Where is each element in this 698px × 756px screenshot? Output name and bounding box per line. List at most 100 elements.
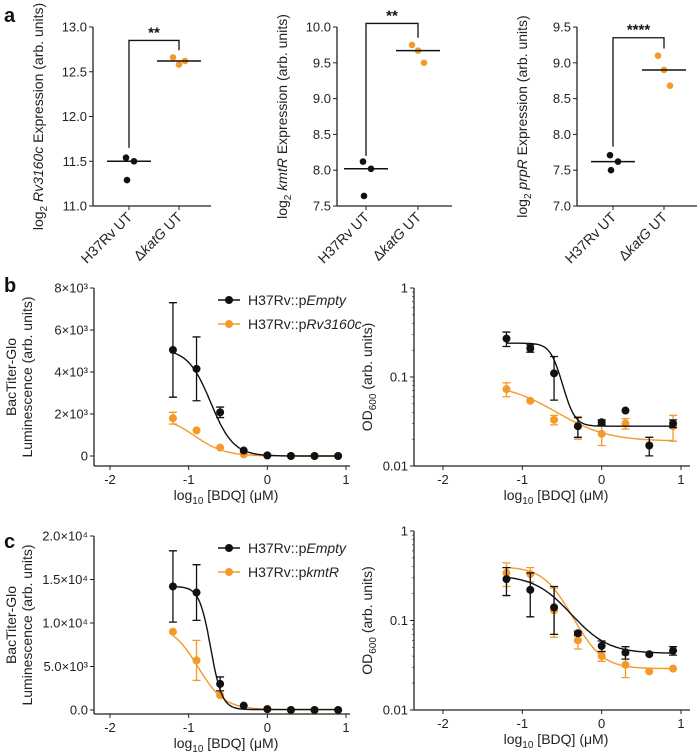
legend-name-italic: kmtR bbox=[306, 564, 339, 580]
x-tick-label: -2 bbox=[437, 716, 449, 731]
ylabel-prefix: log bbox=[30, 211, 46, 230]
x-axis-label: log10 [BDQ] (μM) bbox=[174, 487, 279, 507]
y-tick-label: 9.0 bbox=[553, 55, 571, 70]
x-tick-label: 0 bbox=[264, 472, 271, 487]
y-axis-label: log2 kmtR Expression (arb. units) bbox=[274, 14, 294, 219]
y-tick-label: 11.5 bbox=[63, 154, 87, 169]
category-label: ΔkatG UT bbox=[369, 208, 424, 263]
y-tick-label: 12.0 bbox=[62, 109, 87, 124]
data-point bbox=[550, 415, 559, 424]
x-tick-label: 0 bbox=[264, 720, 271, 735]
y-tick-label: 1 bbox=[401, 281, 408, 296]
category-label: ΔkatG UT bbox=[130, 208, 185, 263]
x-tick-label: -2 bbox=[437, 472, 449, 487]
data-point bbox=[597, 429, 606, 438]
data-point bbox=[239, 446, 248, 455]
y-tick-label: 2.0×10⁴ bbox=[42, 529, 88, 544]
y-axis-label-line1: BacTiter-Glo bbox=[3, 586, 19, 664]
ylabel-gene: Rv3160c bbox=[30, 147, 46, 206]
data-point bbox=[573, 422, 582, 431]
y-tick-label: 11.0 bbox=[63, 199, 87, 214]
x-axis-label: log10 [BDQ] (μM) bbox=[504, 731, 609, 751]
panel-label-c: c bbox=[4, 531, 15, 553]
chart-a3: 7.0 7.5 8.0 8.5 9.0 9.5 log2 prpR Expression (… bbox=[514, 15, 697, 266]
xlabel-post: [BDQ] (μM) bbox=[533, 487, 608, 503]
data-point bbox=[168, 345, 177, 354]
data-point bbox=[420, 59, 428, 67]
data-point bbox=[502, 385, 511, 394]
data-point bbox=[645, 441, 654, 450]
series-orange bbox=[502, 562, 678, 679]
series-black bbox=[502, 331, 678, 457]
data-point bbox=[621, 648, 630, 657]
y-tick-label: 0 bbox=[81, 449, 88, 464]
ylabel-suffix: Expression (arb. units) bbox=[274, 14, 290, 158]
error-bar bbox=[550, 355, 559, 401]
xlabel-sub: 10 bbox=[192, 744, 204, 755]
data-point bbox=[286, 452, 295, 460]
data-point bbox=[175, 61, 183, 68]
data-point bbox=[263, 451, 272, 460]
data-point bbox=[310, 452, 319, 460]
y-axis-label-line2: Luminescence (arb. units) bbox=[19, 296, 35, 457]
data-point bbox=[645, 650, 654, 659]
data-point bbox=[597, 418, 606, 427]
legend-name-plain: H37Rv::p bbox=[248, 540, 307, 556]
y-tick-label: 8.5 bbox=[553, 91, 571, 106]
category-text: H37Rv UT bbox=[78, 209, 136, 267]
x-tick-label: 1 bbox=[677, 472, 684, 487]
y-tick-label: 2×10³ bbox=[54, 407, 88, 422]
chart-c1: 0.0 5.0×10³ 1.0×10⁴ 1.5×10⁴ 2.0×10⁴ -2 -1 0 1 log… bbox=[3, 529, 350, 755]
data-point bbox=[192, 656, 201, 665]
x-tick-label: -1 bbox=[517, 472, 529, 487]
data-point bbox=[192, 588, 201, 597]
fit-curve bbox=[172, 635, 339, 711]
data-point bbox=[526, 344, 535, 353]
category-label: H37Rv UT bbox=[78, 209, 136, 267]
significance-label: **** bbox=[627, 22, 651, 39]
data-point bbox=[122, 154, 130, 161]
y-tick-label: 7.5 bbox=[553, 163, 571, 178]
category-label: H37Rv UT bbox=[562, 209, 620, 267]
significance-bracket bbox=[365, 22, 419, 156]
ylabel-gene: prpR bbox=[514, 159, 530, 193]
xlabel-post: [BDQ] (μM) bbox=[533, 731, 608, 747]
legend-label: H37Rv::pRv3160c bbox=[248, 316, 362, 332]
y-tick-label: 12.5 bbox=[62, 64, 87, 79]
y-tick-label: 0.01 bbox=[383, 703, 408, 718]
series-orange bbox=[502, 382, 678, 447]
category-label: H37Rv UT bbox=[315, 209, 373, 267]
ylabel-sub: 2 bbox=[283, 194, 294, 200]
y-axis-label-line1: BacTiter-Glo bbox=[3, 338, 19, 416]
category-text: H37Rv UT bbox=[562, 209, 620, 267]
legend-name-italic: Rv3160c bbox=[306, 316, 361, 332]
y-tick-label: 13.0 bbox=[62, 20, 87, 35]
x-tick-label: 0 bbox=[598, 716, 605, 731]
x-tick-label: -2 bbox=[104, 472, 116, 487]
x-axis-label: log10 [BDQ] (μM) bbox=[504, 487, 609, 507]
category-label: ΔkatG UT bbox=[615, 208, 670, 263]
data-point bbox=[168, 627, 177, 636]
data-point bbox=[310, 706, 319, 714]
x-tick-label: 1 bbox=[342, 720, 349, 735]
y-axis-label-line2: Luminescence (arb. units) bbox=[19, 544, 35, 705]
chart-c2: 0.01 0.1 1 -2 -1 0 1 log10 [BDQ] (μM) OD600 (arb… bbox=[359, 524, 690, 751]
xlabel-pre: log bbox=[504, 731, 523, 747]
significance-bracket bbox=[128, 39, 180, 148]
data-point bbox=[169, 54, 177, 61]
data-point bbox=[621, 660, 630, 669]
xlabel-sub: 10 bbox=[522, 496, 534, 507]
data-point bbox=[216, 443, 225, 452]
ylabel-pre: OD bbox=[359, 654, 375, 675]
x-axis-label: log10 [BDQ] (μM) bbox=[174, 735, 279, 755]
data-point bbox=[645, 667, 654, 676]
y-tick-label: 7.0 bbox=[553, 199, 571, 214]
y-tick-label: 8.0 bbox=[313, 163, 331, 178]
y-tick-label: 0.1 bbox=[390, 370, 408, 385]
legend-name-plain: H37Rv::p bbox=[248, 316, 307, 332]
xlabel-pre: log bbox=[504, 487, 523, 503]
data-point bbox=[550, 369, 559, 378]
series-black bbox=[168, 550, 343, 714]
ylabel-suffix: Expression (arb. units) bbox=[514, 15, 530, 159]
y-axis-label: OD600 (arb. units) bbox=[359, 566, 379, 675]
